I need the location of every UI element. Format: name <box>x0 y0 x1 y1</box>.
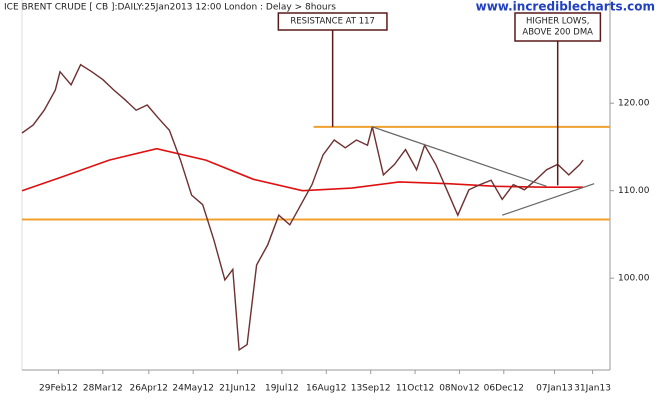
x-tick-label: 24May12 <box>172 384 214 394</box>
x-tick-label: 19Jul12 <box>265 384 299 394</box>
x-tick-label: 28Mar12 <box>83 384 123 394</box>
trend-line <box>372 126 547 187</box>
annotation-text: ABOVE 200 DMA <box>522 28 593 38</box>
price-line <box>21 63 584 352</box>
chart-title: ICE BRENT CRUDE [ CB ]:DAILY:25Jan2013 1… <box>4 3 336 13</box>
x-tick-label: 07Jan13 <box>536 384 573 394</box>
y-tick-label: 100.00 <box>618 274 650 284</box>
x-tick-label: 13Sep12 <box>351 384 391 394</box>
y-tick-label: 120.00 <box>618 99 650 109</box>
price-line <box>21 147 584 192</box>
watermark: www.incrediblecharts.com <box>476 0 655 14</box>
x-tick-label: 16Aug12 <box>306 384 346 394</box>
x-tick-label: 11Oct12 <box>396 384 434 394</box>
x-tick-label: 21Jun12 <box>219 384 256 394</box>
x-tick-label: 06Dec12 <box>484 384 524 394</box>
x-tick-label: 29Feb12 <box>39 384 78 394</box>
annotation-box <box>277 12 388 31</box>
y-tick-label: 110.00 <box>618 186 650 196</box>
x-tick-label: 26Apr12 <box>130 384 168 394</box>
trend-line <box>502 183 595 216</box>
annotation-text: HIGHER LOWS, <box>526 17 589 27</box>
x-tick-label: 08Nov12 <box>439 384 479 394</box>
annotation-box <box>514 12 602 42</box>
annotation-text: RESISTANCE AT 117 <box>290 17 375 27</box>
x-tick-label: 31Jan13 <box>574 384 611 394</box>
